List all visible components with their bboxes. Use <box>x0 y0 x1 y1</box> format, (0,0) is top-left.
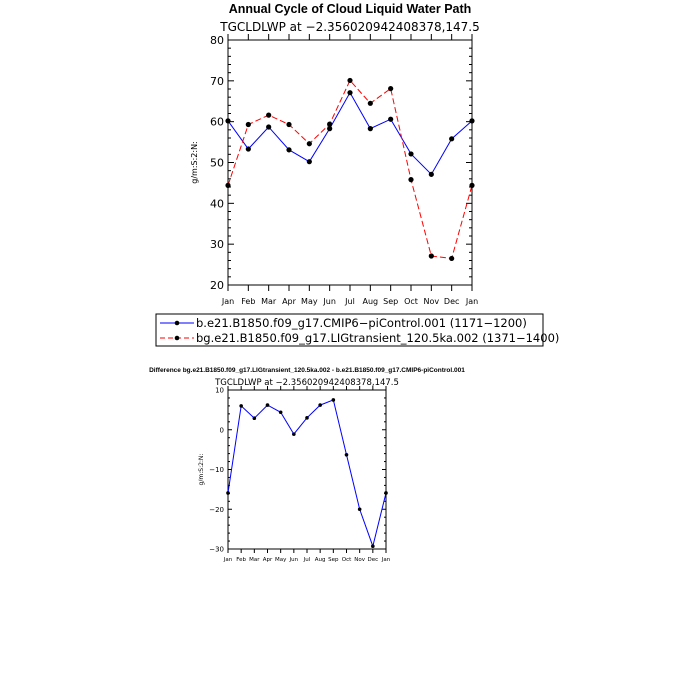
x-tick-label: Jun <box>322 297 336 306</box>
x-tick-label: Aug <box>363 297 379 306</box>
data-point <box>469 118 475 124</box>
y-tick-label: 70 <box>210 75 224 88</box>
data-point <box>357 507 362 512</box>
y-tick-label: 10 <box>215 387 224 395</box>
data-point <box>306 159 312 165</box>
data-point <box>266 112 272 118</box>
legend-marker <box>174 335 180 341</box>
x-tick-label: Dec <box>444 297 459 306</box>
y-tick-label: 30 <box>210 238 224 251</box>
y-tick-label: 40 <box>210 197 224 210</box>
data-point <box>388 116 394 122</box>
data-point <box>388 85 394 92</box>
x-tick-label: Nov <box>424 297 440 306</box>
data-point <box>367 100 373 106</box>
data-point <box>239 404 243 408</box>
data-point <box>286 147 292 153</box>
series-line-1 <box>227 399 387 548</box>
legend-entry-2: bg.e21.B1850.f09_g17.LIGtransient_120.5k… <box>196 331 559 345</box>
x-tick-label: Jul <box>344 297 355 306</box>
x-tick-label: Jan <box>381 557 391 563</box>
data-point <box>266 124 272 130</box>
x-tick-label: Oct <box>342 557 352 563</box>
legend-marker <box>174 320 180 326</box>
chart-title: Annual Cycle of Cloud Liquid Water Path <box>229 2 472 16</box>
data-point <box>371 544 375 549</box>
data-point <box>245 121 251 128</box>
y-tick-label: 80 <box>210 34 224 47</box>
data-point <box>347 90 353 96</box>
data-point <box>449 255 455 262</box>
legend-entry-1: b.e21.B1850.f09_g17.CMIP6−piControl.001 … <box>196 316 527 330</box>
data-point <box>306 141 312 147</box>
data-point <box>292 432 296 436</box>
plot-frame <box>227 389 387 550</box>
chart-subtitle: TGCLDLWP at −2.356020942408378,147.5 <box>214 378 399 388</box>
plot-frame <box>227 39 473 286</box>
data-point <box>226 491 230 495</box>
x-tick-label: Jan <box>223 557 233 563</box>
data-point <box>327 121 333 127</box>
data-point <box>344 452 349 457</box>
x-tick-label: Oct <box>404 297 418 306</box>
y-tick-label: −20 <box>209 506 224 514</box>
difference-chart: Difference bg.e21.B1850.f09_g17.LIGtrans… <box>149 367 465 563</box>
x-tick-label: Feb <box>236 557 246 563</box>
data-point <box>469 182 475 188</box>
data-point <box>252 416 257 421</box>
data-point <box>331 398 336 402</box>
x-tick-label: Apr <box>282 297 297 306</box>
chart-title: Difference bg.e21.B1850.f09_g17.LIGtrans… <box>149 367 465 374</box>
data-point <box>449 136 455 142</box>
data-point <box>318 403 322 407</box>
x-tick-label: May <box>275 557 287 563</box>
y-tick-label: 60 <box>210 116 224 129</box>
data-point <box>286 121 292 128</box>
x-tick-label: Mar <box>249 557 260 563</box>
data-point <box>225 182 231 188</box>
data-point <box>327 126 333 132</box>
y-tick-label: 0 <box>220 426 224 434</box>
x-tick-label: Dec <box>368 557 379 563</box>
data-point <box>408 151 414 157</box>
annual-cycle-chart: Annual Cycle of Cloud Liquid Water Path T… <box>155 2 559 347</box>
y-axis-label: g/m:S:2:N: <box>190 141 199 184</box>
x-tick-label: Jul <box>303 557 311 563</box>
data-point <box>225 118 231 124</box>
y-tick-label: −10 <box>209 466 224 474</box>
x-tick-label: Mar <box>261 297 277 306</box>
x-tick-label: Sep <box>328 557 339 563</box>
data-point <box>367 126 373 132</box>
data-point <box>428 171 434 177</box>
data-point <box>265 403 270 407</box>
data-point <box>305 416 309 420</box>
series-line-2 <box>227 79 473 260</box>
data-point <box>278 410 283 415</box>
x-tick-label: May <box>301 297 318 306</box>
x-tick-label: Apr <box>263 557 273 563</box>
x-tick-label: Aug <box>315 557 326 563</box>
y-tick-label: 20 <box>210 279 224 292</box>
data-point <box>408 177 414 183</box>
x-tick-label: Jun <box>289 557 299 563</box>
x-tick-label: Jan <box>465 297 478 306</box>
x-tick-label: Feb <box>241 297 255 306</box>
legend-box <box>155 313 544 347</box>
data-point <box>384 491 388 495</box>
data-point <box>428 253 434 259</box>
x-tick-label: Sep <box>383 297 398 306</box>
x-tick-label: Jan <box>221 297 234 306</box>
data-point <box>347 77 353 84</box>
chart-subtitle: TGCLDLWP at −2.356020942408378,147.5 <box>219 20 480 34</box>
x-tick-label: Nov <box>354 557 365 563</box>
series-line-1 <box>227 91 473 176</box>
y-axis-label: g/m:S:2:N: <box>198 454 205 486</box>
y-tick-label: 50 <box>210 156 224 169</box>
data-point <box>245 146 251 152</box>
y-tick-label: −30 <box>209 546 224 554</box>
